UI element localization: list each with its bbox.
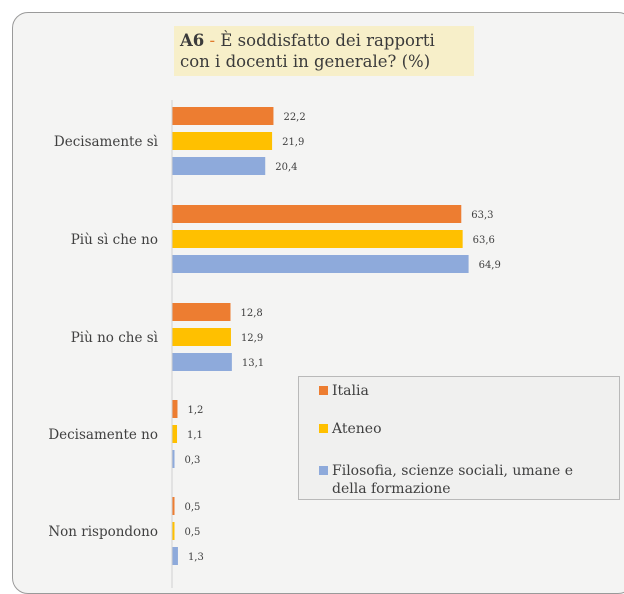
data-label: 12,8	[240, 308, 262, 319]
legend: Italia Ateneo Filosofia, scienze sociali…	[298, 376, 620, 500]
title-line2: con i docenti in generale? (%)	[180, 52, 431, 71]
legend-item-ateneo: Ateneo	[319, 420, 382, 438]
bar-ateneo	[172, 230, 463, 248]
data-label: 63,6	[473, 235, 495, 246]
bar-filosofia	[172, 157, 266, 175]
data-label: 64,9	[479, 260, 501, 271]
legend-item-italia: Italia	[319, 382, 369, 400]
title-separator: -	[204, 31, 221, 50]
data-label: 0,5	[185, 502, 201, 513]
category-label: Decisamente no	[48, 427, 158, 443]
legend-swatch-italia	[319, 386, 328, 395]
legend-swatch-filosofia	[319, 466, 328, 475]
bar-ateneo	[172, 522, 175, 540]
chart-title: A6 - È soddisfatto dei rapporti con i do…	[174, 26, 474, 76]
legend-label-italia: Italia	[332, 383, 369, 399]
title-line1: È soddisfatto dei rapporti	[220, 31, 435, 50]
category-label: Più no che sì	[71, 330, 159, 346]
category-label: Decisamente sì	[54, 134, 159, 150]
bar-filosofia	[172, 353, 232, 371]
legend-label-ateneo: Ateneo	[332, 421, 382, 437]
data-label: 22,2	[283, 112, 305, 123]
bar-italia	[172, 107, 274, 125]
data-label: 1,2	[187, 405, 203, 416]
category-label: Più sì che no	[71, 232, 158, 248]
category-label: Non rispondono	[48, 524, 158, 540]
data-label: 12,9	[241, 333, 263, 344]
bar-italia	[172, 303, 231, 321]
title-code: A6	[180, 31, 205, 50]
legend-swatch-ateneo	[319, 424, 328, 433]
bar-ateneo	[172, 132, 273, 150]
legend-item-filosofia: Filosofia, scienze sociali, umane e dell…	[319, 462, 609, 498]
data-label: 21,9	[282, 137, 304, 148]
data-label: 63,3	[471, 210, 493, 221]
data-label: 0,3	[185, 455, 201, 466]
data-label: 1,3	[188, 552, 204, 563]
bar-italia	[172, 205, 462, 223]
bar-filosofia	[172, 547, 178, 565]
bar-italia	[172, 400, 178, 418]
bar-ateneo	[172, 425, 178, 443]
bar-filosofia	[172, 450, 175, 468]
data-label: 0,5	[185, 527, 201, 538]
bar-italia	[172, 497, 175, 515]
bar-ateneo	[172, 328, 231, 346]
data-label: 13,1	[242, 358, 264, 369]
legend-label-filosofia: Filosofia, scienze sociali, umane e dell…	[332, 463, 574, 497]
data-label: 1,1	[187, 430, 203, 441]
data-label: 20,4	[275, 162, 297, 173]
bar-filosofia	[172, 255, 469, 273]
